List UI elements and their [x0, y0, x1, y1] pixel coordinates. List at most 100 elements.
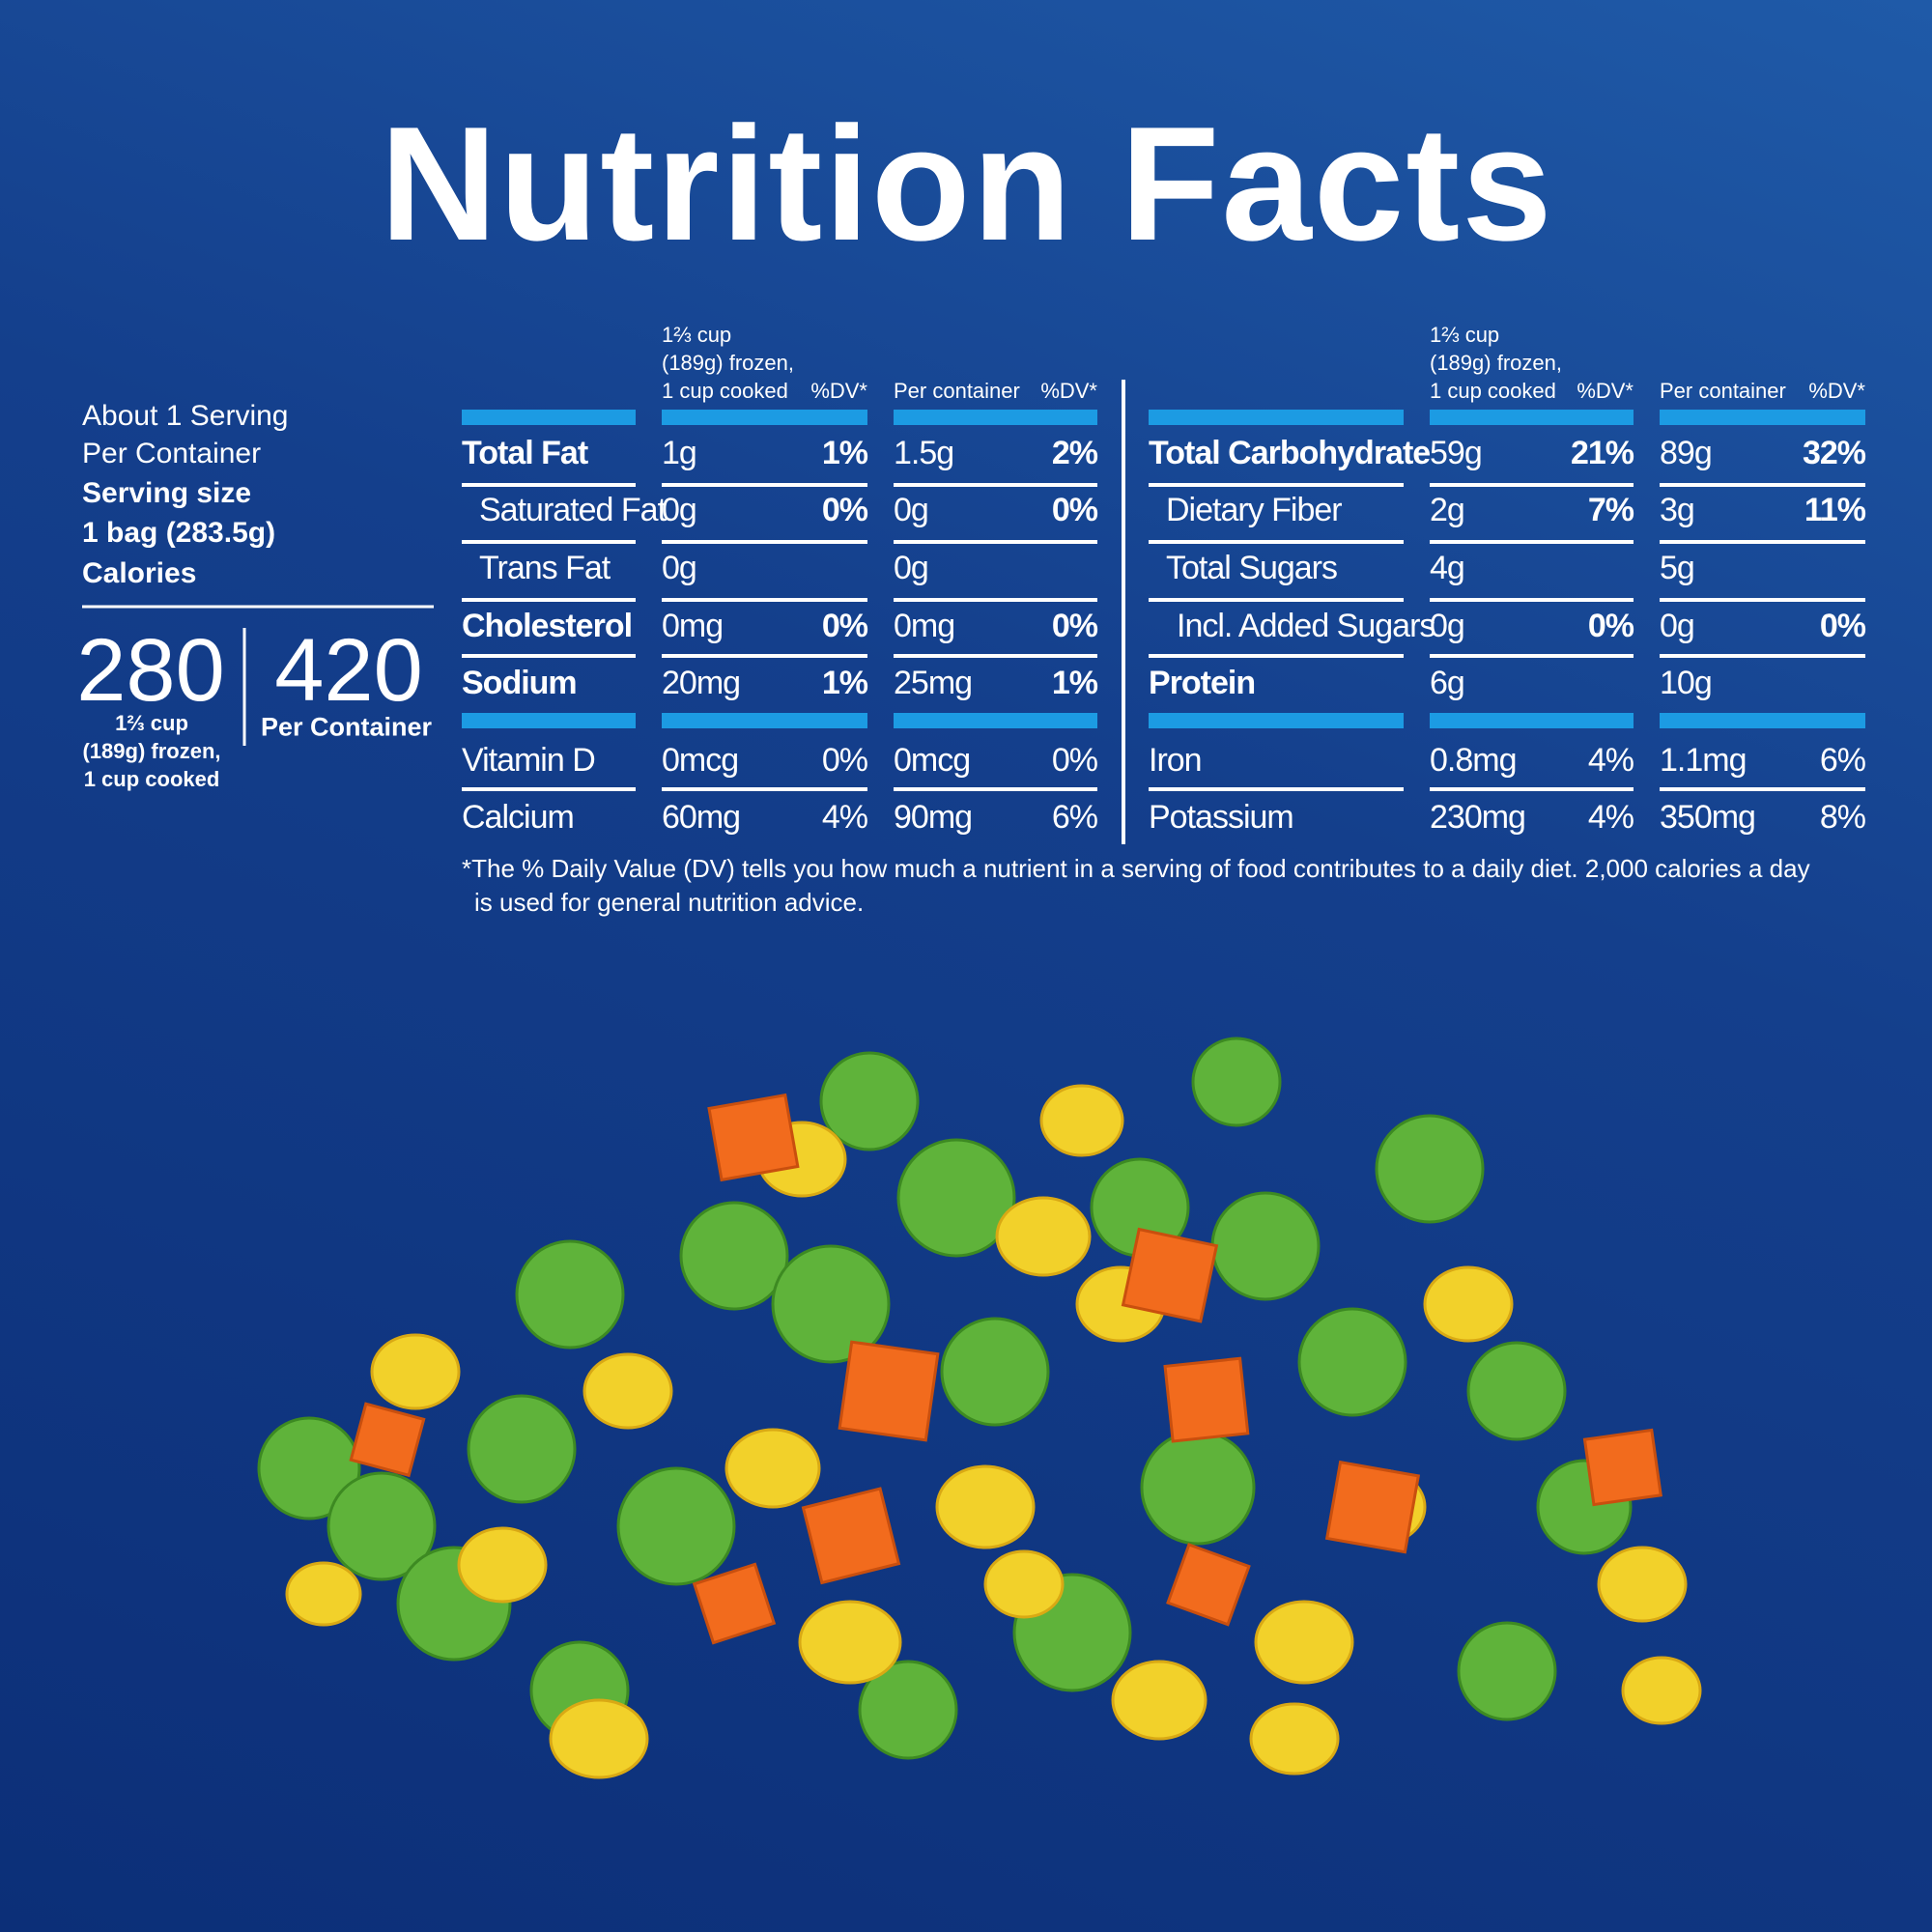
- servings-text: About 1 Serving: [82, 400, 289, 432]
- pea: [1375, 1114, 1485, 1224]
- amount: 6g: [1430, 665, 1465, 701]
- nutrient-name: Saturated Fat: [479, 492, 667, 528]
- row-separator: [1660, 483, 1865, 487]
- row-separator: [1430, 540, 1634, 544]
- amount: 230mg: [1430, 799, 1526, 836]
- corn: [1111, 1660, 1208, 1741]
- amount: 1.1mg: [1660, 742, 1747, 779]
- amount: 90mg: [894, 799, 973, 836]
- column-header: (189g) frozen,: [662, 351, 794, 375]
- pea: [858, 1660, 958, 1760]
- corn: [1249, 1702, 1340, 1776]
- corn: [798, 1600, 902, 1685]
- daily-value: 6%: [1819, 742, 1866, 779]
- nutrient-name: Vitamin D: [462, 742, 596, 779]
- amount: 350mg: [1660, 799, 1756, 836]
- amount: 0mcg: [894, 742, 971, 779]
- daily-value: 2%: [1051, 435, 1098, 471]
- carrot: [1582, 1428, 1662, 1507]
- row-separator: [462, 598, 636, 602]
- pea: [679, 1201, 789, 1311]
- amount: 1.5g: [894, 435, 954, 471]
- amount: 0mg: [662, 608, 724, 644]
- carrot: [838, 1340, 940, 1442]
- serving-size-value: 1 bag (283.5g): [82, 517, 276, 549]
- amount: 0mg: [894, 608, 955, 644]
- pea: [771, 1244, 891, 1364]
- row-separator: [1430, 483, 1634, 487]
- pea: [1210, 1191, 1321, 1301]
- corn: [549, 1698, 649, 1779]
- daily-value: 4%: [1587, 742, 1634, 779]
- pea: [940, 1317, 1050, 1427]
- row-separator: [462, 483, 636, 487]
- row-separator: [1660, 540, 1865, 544]
- section-bar: [1430, 713, 1634, 728]
- calories-value: 280: [76, 621, 225, 720]
- row-separator: [462, 654, 636, 658]
- corn: [724, 1428, 821, 1509]
- pea: [257, 1416, 361, 1520]
- amount: 20mg: [662, 665, 741, 701]
- daily-value: 8%: [1819, 799, 1866, 836]
- carrot: [1324, 1460, 1421, 1554]
- amount: 5g: [1660, 550, 1695, 586]
- nutrient-name: Total Carbohydrate: [1149, 435, 1431, 471]
- section-bar: [894, 713, 1097, 728]
- carrot: [801, 1487, 901, 1585]
- daily-value: 6%: [1051, 799, 1098, 836]
- daily-value: 0%: [1051, 492, 1098, 528]
- amount: 59g: [1430, 435, 1483, 471]
- amount: 4g: [1430, 550, 1465, 586]
- row-separator: [1660, 654, 1865, 658]
- amount: 10g: [1660, 665, 1713, 701]
- serving-size-label: Serving size: [82, 477, 252, 509]
- corn: [1621, 1656, 1702, 1725]
- daily-value: 1%: [1051, 665, 1098, 701]
- row-separator: [1660, 598, 1865, 602]
- daily-value: 21%: [1570, 435, 1634, 471]
- nutrient-name: Sodium: [462, 665, 578, 701]
- section-bar: [462, 713, 636, 728]
- amount: 1g: [662, 435, 697, 471]
- pea: [616, 1466, 736, 1586]
- corn: [1254, 1600, 1354, 1685]
- amount: 60mg: [662, 799, 741, 836]
- carrot: [707, 1093, 800, 1182]
- row-separator: [662, 654, 867, 658]
- header-bar: [462, 410, 636, 425]
- daily-value: 0%: [821, 608, 868, 644]
- nutrient-name: Incl. Added Sugars: [1177, 608, 1435, 644]
- section-bar: [662, 713, 867, 728]
- row-separator: [462, 787, 636, 791]
- nutrient-name: Total Fat: [462, 435, 588, 471]
- row-separator: [662, 483, 867, 487]
- column-header: 1⅔ cup: [1430, 323, 1500, 347]
- daily-value: 7%: [1587, 492, 1634, 528]
- amount: 0g: [1660, 608, 1695, 644]
- daily-value: 1%: [821, 665, 868, 701]
- row-separator: [1660, 787, 1865, 791]
- carrot: [692, 1562, 777, 1645]
- column-header: %DV*: [1040, 379, 1097, 403]
- pea: [1466, 1341, 1567, 1441]
- nutrient-name: Iron: [1149, 742, 1203, 779]
- column-header: 1⅔ cup: [662, 323, 732, 347]
- amount: 0g: [894, 550, 929, 586]
- footnote: *The % Daily Value (DV) tells you how mu…: [462, 854, 1810, 883]
- amount: 0.8mg: [1430, 742, 1517, 779]
- corn: [995, 1196, 1092, 1277]
- pea: [1191, 1037, 1282, 1127]
- corn: [1423, 1265, 1514, 1343]
- column-header: Per container: [894, 379, 1020, 403]
- header-bar: [1430, 410, 1634, 425]
- carrot: [1166, 1543, 1251, 1627]
- title: Nutrition Facts: [380, 93, 1554, 274]
- daily-value: 1%: [821, 435, 868, 471]
- column-header: 1 cup cooked: [662, 379, 788, 403]
- row-separator: [1149, 598, 1404, 602]
- calories-note: Per Container: [261, 712, 433, 742]
- calories-label: Calories: [82, 557, 197, 589]
- corn: [457, 1526, 548, 1604]
